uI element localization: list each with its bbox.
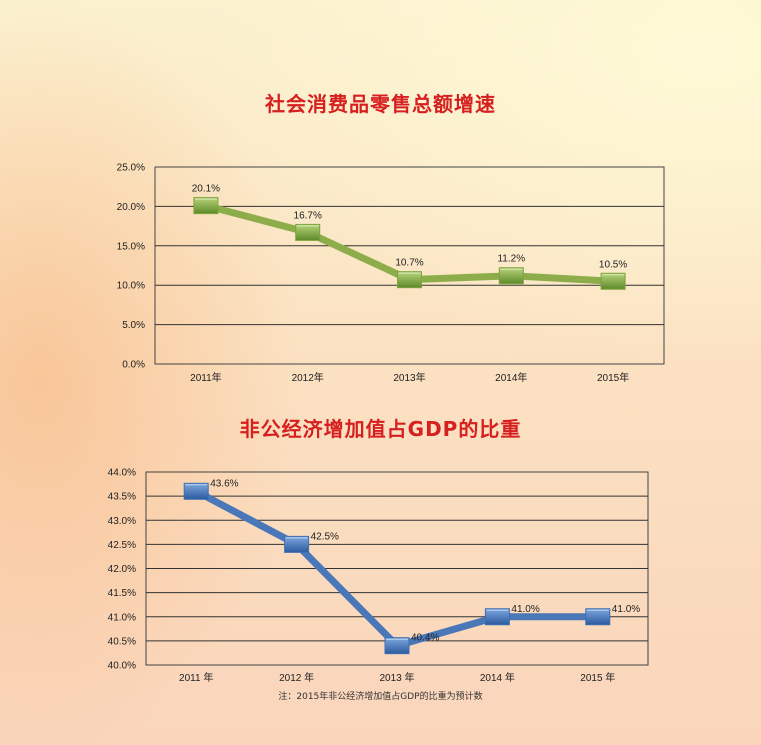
chart1-data-point: [600, 272, 626, 290]
chart2-data-point: [284, 535, 310, 553]
chart1-y-tick-label: 15.0%: [117, 241, 145, 252]
chart2-y-tick-label: 44.0%: [108, 468, 136, 479]
chart2-y-tick-label: 43.0%: [108, 516, 136, 527]
chart2-data-label: 43.6%: [210, 478, 238, 489]
chart1-data-point: [295, 223, 321, 241]
chart2-x-tick-label: 2012 年: [279, 671, 314, 684]
chart2-data-label: 42.5%: [311, 531, 339, 542]
chart2-y-tick-label: 41.5%: [108, 588, 136, 599]
chart2-data-point: [183, 482, 209, 500]
chart1-x-tick-label: 2011年: [190, 371, 222, 384]
chart1-data-label: 10.5%: [599, 259, 627, 270]
chart1-data-point: [498, 267, 524, 285]
chart2-data-point: [384, 637, 410, 655]
chart1-data-label: 16.7%: [294, 210, 322, 221]
chart1-y-tick-label: 5.0%: [122, 320, 145, 331]
chart1-x-tick-label: 2014年: [495, 371, 527, 384]
chart1-data-point: [193, 197, 219, 215]
chart1-data-label: 11.2%: [497, 254, 525, 265]
chart2-y-tick-label: 42.5%: [108, 540, 136, 551]
chart2-data-label: 40.4%: [411, 633, 439, 644]
chart1-x-tick-label: 2013年: [393, 371, 425, 384]
chart2-title: 非公经济增加值占GDP的比重: [239, 417, 522, 441]
chart2-y-tick-label: 40.5%: [108, 636, 136, 647]
chart1-series-line: [202, 202, 617, 285]
chart1-title: 社会消费品零售总额增速: [265, 92, 496, 116]
chart2-x-tick-label: 2011 年: [179, 671, 213, 684]
chart1-y-tick-label: 0.0%: [122, 360, 145, 371]
chart2-y-tick-label: 41.0%: [108, 612, 136, 623]
chart2-y-tick-label: 42.0%: [108, 564, 136, 575]
chart1-data-label: 10.7%: [395, 258, 423, 269]
chart2-x-tick-label: 2013 年: [379, 671, 414, 684]
chart1-y-tick-label: 10.0%: [117, 281, 145, 292]
chart2-y-tick-label: 40.0%: [108, 661, 136, 672]
chart1-data-label: 20.1%: [192, 184, 220, 195]
chart2-y-tick-label: 43.5%: [108, 492, 136, 503]
chart2-footnote: 注：2015年非公经济增加值占GDP的比重为预计数: [278, 692, 483, 702]
chart1-x-tick-label: 2015年: [597, 371, 629, 384]
chart2-data-point: [585, 608, 611, 626]
chart2-x-tick-label: 2015 年: [580, 671, 615, 684]
chart2-data-label: 41.0%: [511, 604, 539, 615]
chart1-y-tick-label: 25.0%: [117, 163, 145, 174]
chart1-plot-frame: [154, 166, 665, 365]
chart1-data-point: [397, 271, 422, 289]
chart2-data-label: 41.0%: [612, 604, 640, 615]
chart2-data-point: [484, 608, 510, 626]
chart1-y-tick-label: 20.0%: [117, 202, 145, 213]
chart1-x-tick-label: 2012年: [292, 371, 324, 384]
chart2-x-tick-label: 2014 年: [480, 671, 515, 684]
